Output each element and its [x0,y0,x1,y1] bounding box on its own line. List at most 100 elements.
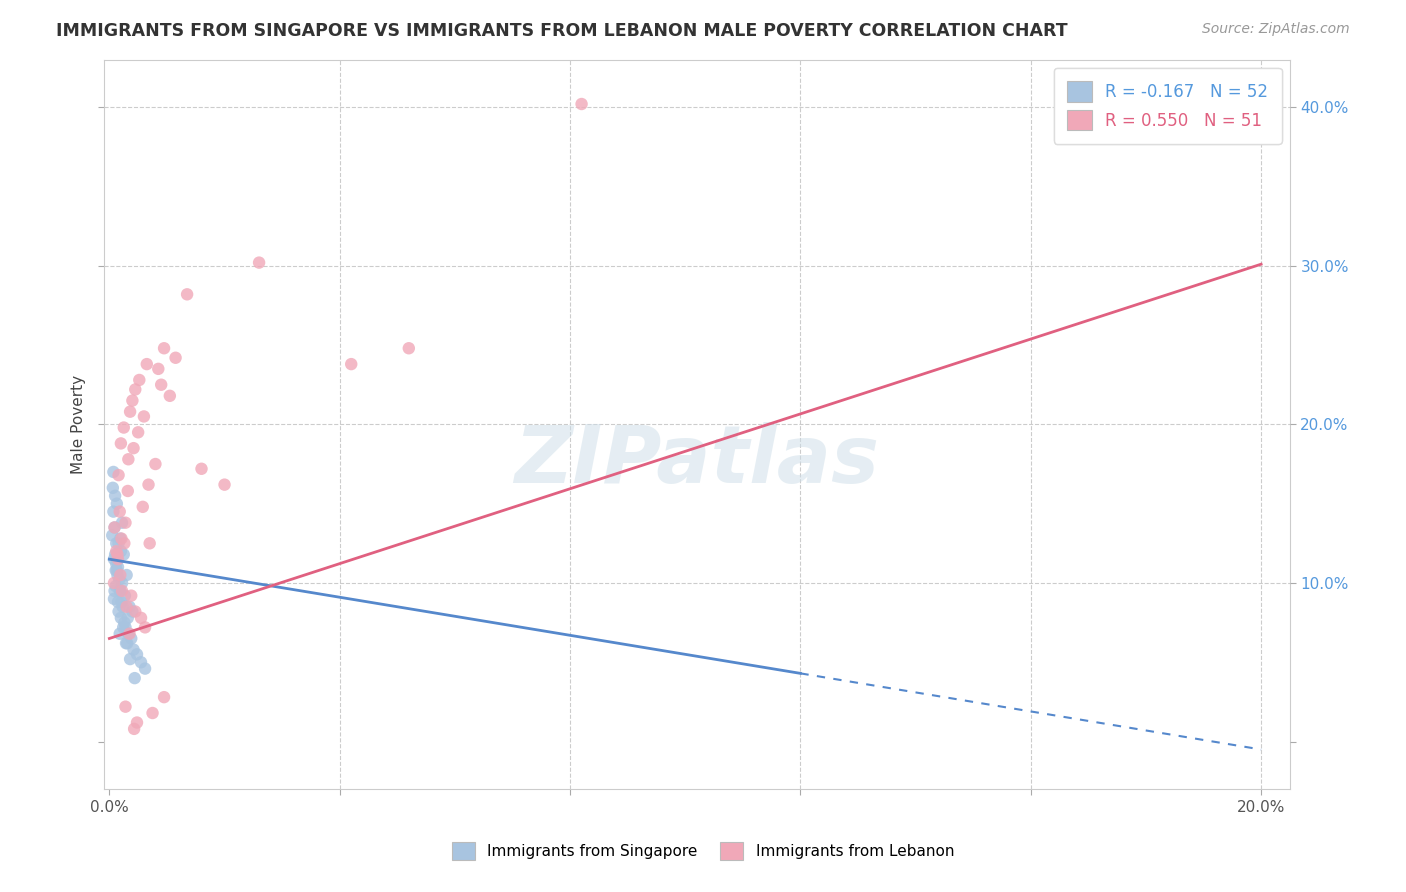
Point [122,441,145,455]
Y-axis label: Male Poverty: Male Poverty [72,375,86,474]
Point [124,671,146,685]
Point [117,626,139,640]
Point [108,626,131,640]
Point [153,690,176,705]
Point [107,605,129,619]
Point [103,465,125,479]
Point [571,97,593,112]
Point [121,393,143,408]
Point [101,528,124,542]
Point [121,605,143,619]
Point [101,481,124,495]
Point [107,595,129,609]
Point [107,536,129,550]
Point [141,706,163,720]
Point [114,620,136,634]
Point [117,483,139,498]
Text: ZIPatlas: ZIPatlas [515,422,879,500]
Text: Source: ZipAtlas.com: Source: ZipAtlas.com [1202,22,1350,37]
Point [122,722,145,736]
Point [138,477,160,491]
Text: IMMIGRANTS FROM SINGAPORE VS IMMIGRANTS FROM LEBANON MALE POVERTY CORRELATION CH: IMMIGRANTS FROM SINGAPORE VS IMMIGRANTS … [56,22,1069,40]
Point [104,548,127,562]
Point [108,583,131,598]
Point [340,357,363,371]
Point [103,520,125,534]
Point [107,548,129,562]
Point [110,532,132,546]
Legend: R = -0.167   N = 52, R = 0.550   N = 51: R = -0.167 N = 52, R = 0.550 N = 51 [1053,68,1282,144]
Point [111,583,134,598]
Point [105,563,128,577]
Point [120,632,142,646]
Point [214,477,236,491]
Point [112,548,135,562]
Point [153,341,176,355]
Point [114,699,136,714]
Point [103,576,125,591]
Point [105,536,128,550]
Legend: Immigrants from Singapore, Immigrants from Lebanon: Immigrants from Singapore, Immigrants fr… [446,836,960,866]
Point [165,351,187,365]
Point [115,636,138,650]
Point [127,425,149,440]
Point [104,489,127,503]
Point [135,357,157,371]
Point [117,611,139,625]
Point [107,468,129,483]
Point [132,500,155,514]
Point [104,579,127,593]
Point [148,362,170,376]
Point [129,611,152,625]
Point [108,505,131,519]
Point [105,544,128,558]
Point [112,615,135,630]
Point [117,452,139,467]
Point [124,605,146,619]
Point [110,611,132,625]
Point [118,599,141,614]
Point [115,568,138,582]
Point [110,436,132,450]
Point [104,563,127,577]
Point [132,409,155,424]
Point [111,599,134,614]
Point [128,373,150,387]
Point [190,462,212,476]
Point [134,662,156,676]
Point [103,520,125,534]
Point [103,583,125,598]
Point [107,568,129,582]
Point [105,497,128,511]
Point [107,552,129,566]
Point [110,583,132,598]
Point [125,715,148,730]
Point [110,532,132,546]
Point [129,655,152,669]
Point [112,536,135,550]
Point [118,626,141,640]
Point [112,620,135,634]
Point [125,648,148,662]
Point [159,389,181,403]
Point [134,620,156,634]
Point [108,573,131,587]
Point [110,544,132,558]
Point [111,516,134,530]
Point [145,457,167,471]
Point [247,255,270,269]
Point [150,377,173,392]
Point [122,642,145,657]
Point [114,589,136,603]
Point [120,589,142,603]
Point [105,557,128,571]
Point [115,636,138,650]
Point [115,599,138,614]
Point [120,652,142,666]
Point [112,420,135,434]
Point [120,405,142,419]
Point [398,341,420,355]
Point [176,287,198,301]
Point [124,383,146,397]
Point [107,552,129,566]
